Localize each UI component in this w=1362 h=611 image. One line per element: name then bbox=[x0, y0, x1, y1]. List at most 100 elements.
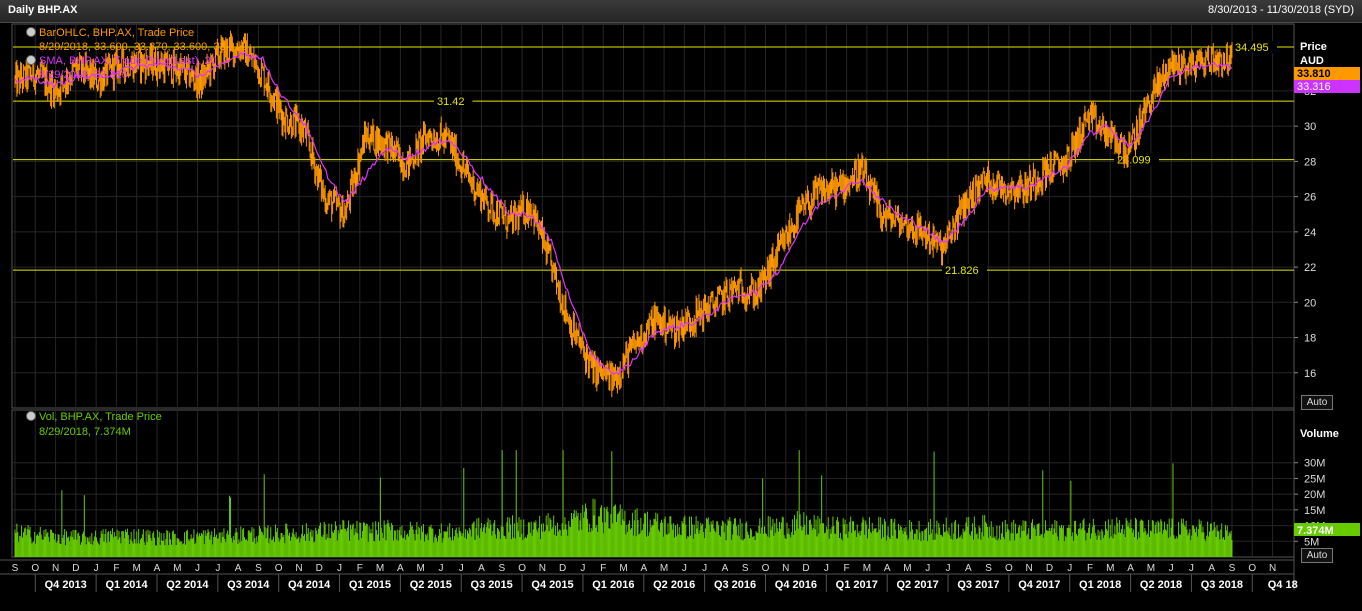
price-tick-label: 22 bbox=[1304, 262, 1316, 274]
month-tick-label: J bbox=[438, 563, 443, 574]
month-tick-label: M bbox=[660, 563, 668, 574]
month-tick-label: J bbox=[215, 563, 220, 574]
price-axis-title: Price bbox=[1300, 41, 1327, 53]
volume-axis-title: Volume bbox=[1300, 428, 1339, 440]
date-range: 8/30/2013 - 11/30/2018 (SYD) bbox=[1208, 4, 1354, 16]
quarter-label: Q3 2014 bbox=[227, 579, 270, 591]
quarter-label: Q2 2016 bbox=[653, 579, 695, 591]
month-tick-label: A bbox=[478, 563, 485, 574]
month-tick-label: N bbox=[52, 563, 59, 574]
month-tick-label: J bbox=[1067, 563, 1072, 574]
month-tick-label: S bbox=[498, 563, 505, 574]
month-tick-label: A bbox=[884, 563, 891, 574]
volume-tick-label: 20M bbox=[1304, 489, 1325, 501]
month-tick-label: J bbox=[824, 563, 829, 574]
legend-sma-values: 8/29/2018, 33.316 bbox=[39, 69, 128, 81]
month-tick-label: F bbox=[1087, 563, 1093, 574]
month-tick-label: D bbox=[1046, 563, 1053, 574]
quarter-label: Q3 2017 bbox=[957, 579, 999, 591]
legend-sma-icon[interactable] bbox=[26, 55, 36, 65]
month-tick-label: J bbox=[702, 563, 707, 574]
price-tick-label: 30 bbox=[1304, 121, 1316, 133]
volume-tick-label: 5M bbox=[1304, 536, 1319, 548]
month-tick-label: A bbox=[722, 563, 729, 574]
quarter-label: Q3 2015 bbox=[471, 579, 513, 591]
level-label: 21.826 bbox=[945, 265, 979, 277]
quarter-label: Q2 2014 bbox=[166, 579, 209, 591]
quarter-label: Q3 2018 bbox=[1201, 579, 1243, 591]
level-label: 28.099 bbox=[1117, 155, 1151, 167]
price-tick-label: 16 bbox=[1304, 368, 1316, 380]
legend-volume-icon[interactable] bbox=[26, 411, 36, 421]
price-tick-label: 18 bbox=[1304, 333, 1316, 345]
volume-tick-label: 30M bbox=[1304, 458, 1325, 470]
month-tick-label: M bbox=[619, 563, 627, 574]
volume-auto-button[interactable]: Auto bbox=[1301, 548, 1333, 563]
quarter-label: Q2 2018 bbox=[1140, 579, 1182, 591]
legend-ohlc-title: BarOHLC, BHP.AX, Trade Price bbox=[39, 27, 194, 39]
volume-bars bbox=[14, 450, 1233, 557]
price-legend: BarOHLC, BHP.AX, Trade Price 8/29/2018, … bbox=[26, 27, 247, 81]
quarter-label: Q2 2015 bbox=[410, 579, 452, 591]
month-tick-label: J bbox=[94, 563, 99, 574]
quarter-label: Q1 2018 bbox=[1079, 579, 1121, 591]
sma-series-line bbox=[14, 50, 1233, 376]
month-tick-label: S bbox=[255, 563, 262, 574]
month-tick-label: A bbox=[235, 563, 242, 574]
month-tick-label: A bbox=[154, 563, 161, 574]
month-tick-label: J bbox=[1189, 563, 1194, 574]
month-tick-label: S bbox=[985, 563, 992, 574]
price-tick-label: 26 bbox=[1304, 192, 1316, 204]
month-tick-label: S bbox=[1229, 563, 1236, 574]
legend-ohlc-values: 8/29/2018, 33.600, 33.870, 33.600, 33.81… bbox=[39, 41, 247, 53]
month-tick-label: N bbox=[782, 563, 789, 574]
quarter-label: Q2 2017 bbox=[897, 579, 939, 591]
month-tick-label: F bbox=[357, 563, 363, 574]
month-tick-label: F bbox=[113, 563, 119, 574]
month-tick-label: N bbox=[1269, 563, 1276, 574]
legend-ohlc-icon[interactable] bbox=[26, 27, 36, 37]
month-tick-label: O bbox=[275, 563, 283, 574]
quarter-label: Q1 2014 bbox=[105, 579, 148, 591]
month-tick-label: N bbox=[1026, 563, 1033, 574]
month-tick-label: J bbox=[195, 563, 200, 574]
month-tick-label: A bbox=[965, 563, 972, 574]
month-tick-label: O bbox=[31, 563, 39, 574]
price-tick-label: 24 bbox=[1304, 227, 1316, 239]
month-tick-label: S bbox=[12, 563, 19, 574]
month-tick-label: A bbox=[397, 563, 404, 574]
month-tick-label: M bbox=[133, 563, 141, 574]
price-tick-label: 20 bbox=[1304, 297, 1316, 309]
month-tick-label: M bbox=[863, 563, 871, 574]
month-tick-label: J bbox=[580, 563, 585, 574]
ohlc-bars bbox=[14, 30, 1233, 398]
month-tick-label: A bbox=[640, 563, 647, 574]
price-tick-label: 28 bbox=[1304, 156, 1316, 168]
month-tick-label: M bbox=[376, 563, 384, 574]
quarter-label: Q1 2016 bbox=[592, 579, 634, 591]
month-tick-label: J bbox=[682, 563, 687, 574]
month-tick-label: S bbox=[742, 563, 749, 574]
currency-label: AUD bbox=[1300, 55, 1324, 67]
month-tick-label: J bbox=[459, 563, 464, 574]
last-volume-tag: 7.374M bbox=[1297, 525, 1334, 537]
month-tick-label: O bbox=[1248, 563, 1256, 574]
month-tick-label: N bbox=[295, 563, 302, 574]
quarter-label: Q1 2017 bbox=[836, 579, 878, 591]
sma-tag-bg bbox=[1294, 80, 1360, 93]
chart-frame bbox=[0, 23, 1295, 590]
last-volume-tag-bg bbox=[1294, 523, 1360, 536]
month-tick-label: F bbox=[844, 563, 850, 574]
month-tick-label: D bbox=[72, 563, 79, 574]
quarter-label: Q4 18 bbox=[1268, 579, 1298, 591]
month-tick-label: A bbox=[1208, 563, 1215, 574]
level-label: 34.495 bbox=[1235, 42, 1269, 54]
price-auto-button[interactable]: Auto bbox=[1301, 395, 1333, 410]
quarter-label: Q1 2015 bbox=[349, 579, 391, 591]
month-tick-label: M bbox=[903, 563, 911, 574]
volume-tick-label: 25M bbox=[1304, 473, 1325, 485]
grid-lines bbox=[13, 25, 1294, 557]
